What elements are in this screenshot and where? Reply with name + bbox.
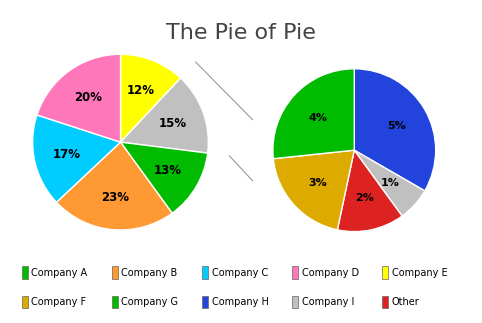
Wedge shape [120, 54, 181, 142]
Wedge shape [37, 54, 120, 142]
Text: 20%: 20% [74, 91, 102, 104]
Wedge shape [33, 115, 120, 202]
Text: Company F: Company F [31, 297, 86, 307]
Text: Company H: Company H [212, 297, 268, 307]
Text: Other: Other [392, 297, 420, 307]
Wedge shape [337, 150, 402, 232]
Wedge shape [56, 142, 172, 230]
Text: Company I: Company I [302, 297, 354, 307]
Text: 23%: 23% [101, 191, 129, 204]
Text: Company A: Company A [31, 268, 87, 278]
Text: 5%: 5% [387, 121, 406, 131]
Text: 4%: 4% [308, 112, 327, 122]
Wedge shape [120, 78, 208, 153]
Text: 15%: 15% [159, 117, 187, 130]
Wedge shape [120, 142, 208, 213]
Text: Company G: Company G [121, 297, 178, 307]
Text: Company D: Company D [302, 268, 359, 278]
Wedge shape [354, 69, 436, 191]
Text: Company E: Company E [392, 268, 447, 278]
Wedge shape [273, 69, 354, 159]
Text: 1%: 1% [381, 178, 400, 188]
Text: 12%: 12% [127, 84, 155, 97]
Text: 17%: 17% [53, 148, 80, 161]
Wedge shape [354, 150, 425, 216]
Text: The Pie of Pie: The Pie of Pie [166, 23, 316, 43]
Text: 2%: 2% [355, 193, 374, 203]
Text: 3%: 3% [308, 178, 327, 188]
Wedge shape [273, 150, 354, 230]
Text: 13%: 13% [154, 164, 182, 177]
Text: Company C: Company C [212, 268, 268, 278]
Text: Company B: Company B [121, 268, 178, 278]
